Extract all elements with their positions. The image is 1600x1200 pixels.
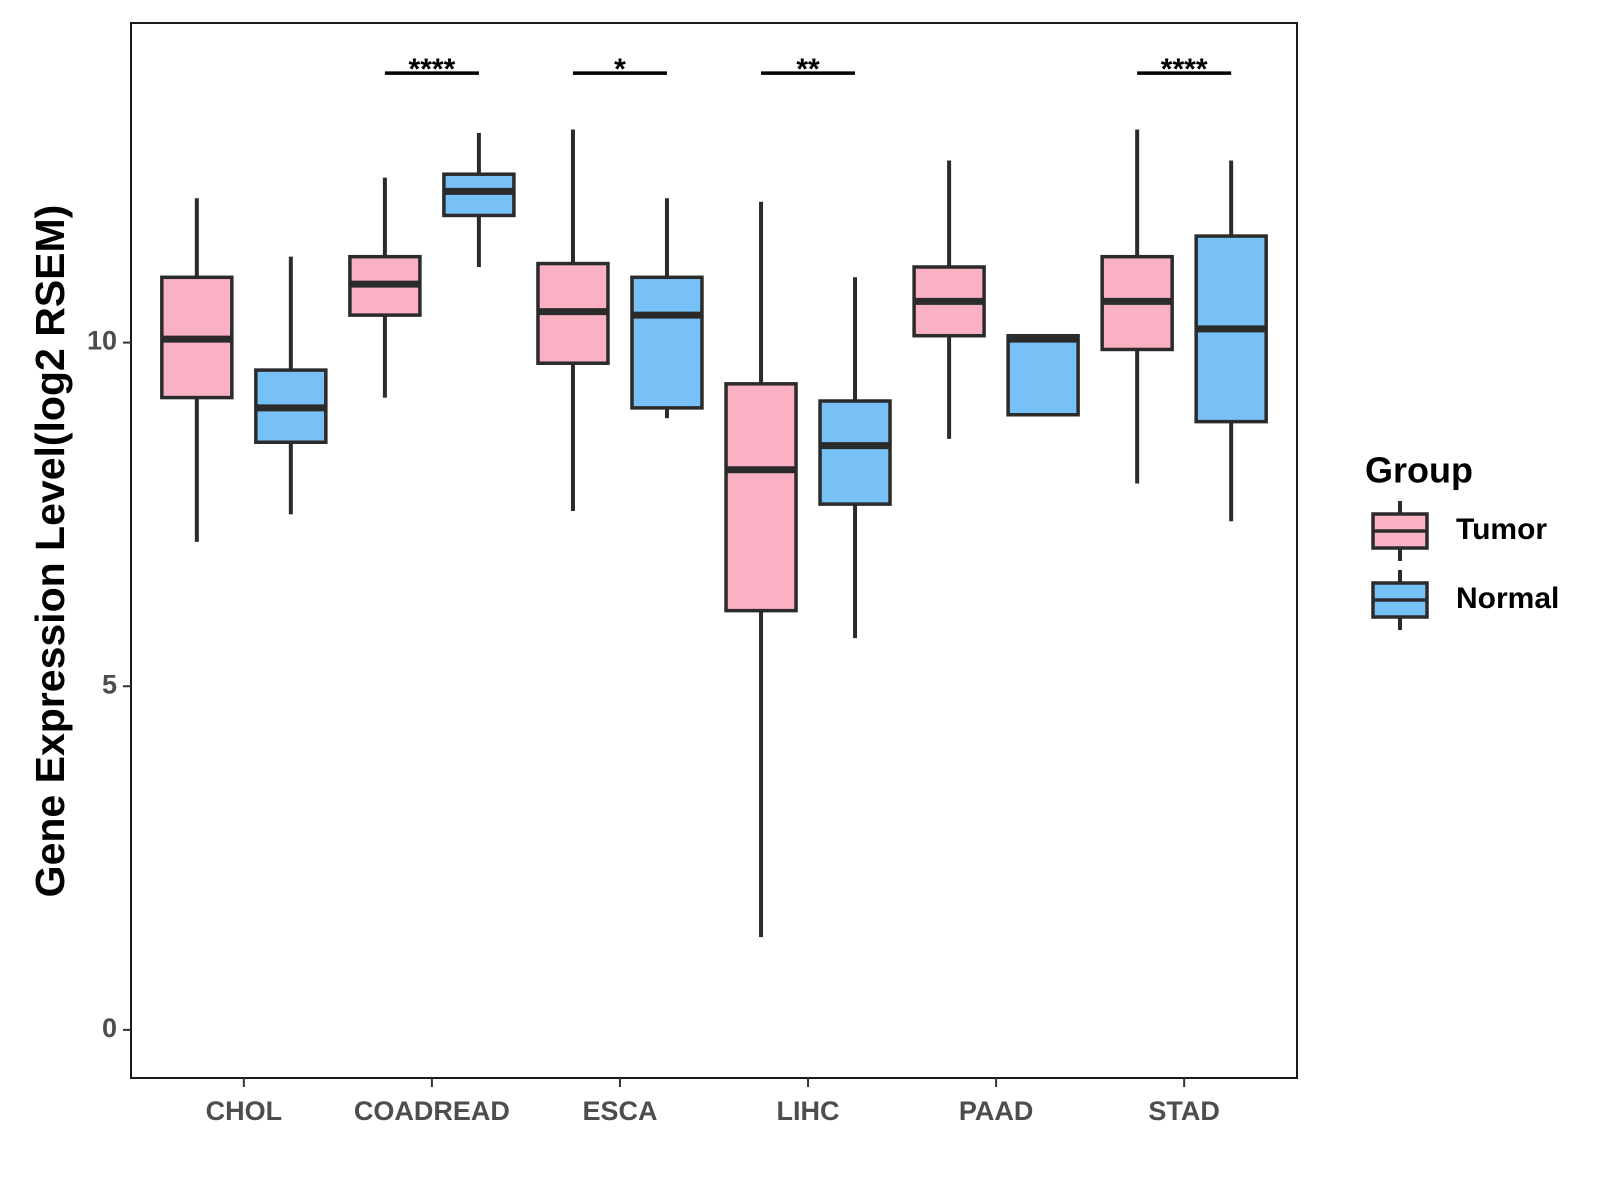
box-normal-stad bbox=[1194, 160, 1268, 522]
box-tumor-stad bbox=[1100, 129, 1174, 484]
significance-coadread: **** bbox=[384, 53, 479, 86]
box-tumor-coadread bbox=[348, 177, 422, 398]
box-iqr bbox=[818, 399, 892, 506]
x-tick-label-lihc: LIHC bbox=[777, 1096, 840, 1126]
box-iqr bbox=[630, 275, 704, 410]
box-tumor-lihc bbox=[724, 201, 798, 938]
significance-stad: **** bbox=[1137, 53, 1232, 86]
box-normal-paad bbox=[1006, 333, 1080, 417]
box-iqr bbox=[1006, 333, 1080, 417]
box-normal-lihc bbox=[818, 277, 892, 639]
legend: Group Tumor Normal bbox=[1365, 450, 1559, 630]
box-tumor-chol bbox=[160, 198, 234, 542]
box-normal-esca bbox=[630, 198, 704, 419]
x-tick-label-chol: CHOL bbox=[206, 1096, 283, 1126]
significance-label: **** bbox=[1161, 53, 1208, 86]
legend-item-tumor: Tumor bbox=[1371, 501, 1547, 561]
significance-esca: * bbox=[572, 53, 667, 86]
box-normal-chol bbox=[254, 256, 328, 515]
legend-item-normal: Normal bbox=[1371, 570, 1559, 630]
box-iqr bbox=[724, 382, 798, 613]
plot-panel-border bbox=[130, 22, 1298, 1079]
significance-annotations: **** * ** **** bbox=[384, 53, 1232, 86]
x-tick-label-paad: PAAD bbox=[959, 1096, 1034, 1126]
y-axis-label: Gene Expression Level(log2 RSEM) bbox=[27, 205, 73, 898]
significance-label: **** bbox=[409, 53, 456, 86]
legend-title: Group bbox=[1365, 450, 1473, 491]
legend-label: Normal bbox=[1456, 582, 1559, 615]
box-plots bbox=[160, 129, 1268, 938]
significance-label: ** bbox=[796, 53, 820, 86]
x-tick-label-stad: STAD bbox=[1148, 1096, 1220, 1126]
x-axis: CHOL COADREAD ESCA LIHC PAAD STAD bbox=[206, 1078, 1220, 1126]
y-tick-label: 5 bbox=[102, 669, 117, 699]
box-tumor-esca bbox=[536, 129, 610, 511]
y-tick-label: 0 bbox=[102, 1013, 117, 1043]
y-tick-label: 10 bbox=[87, 326, 117, 356]
significance-label: * bbox=[614, 53, 626, 86]
x-tick-label-esca: ESCA bbox=[582, 1096, 657, 1126]
y-axis: 0 5 10 bbox=[87, 326, 131, 1043]
legend-label: Tumor bbox=[1456, 513, 1547, 546]
x-tick-label-coadread: COADREAD bbox=[354, 1096, 510, 1126]
significance-lihc: ** bbox=[761, 53, 856, 86]
box-tumor-paad bbox=[912, 160, 986, 439]
box-normal-coadread bbox=[442, 132, 516, 267]
